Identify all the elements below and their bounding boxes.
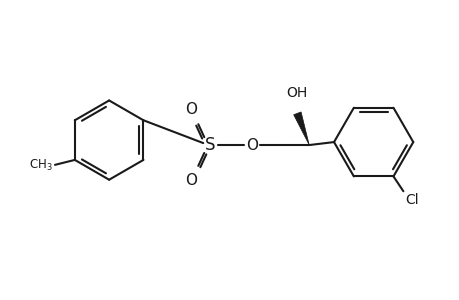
Text: O: O (185, 102, 197, 117)
Text: S: S (205, 136, 215, 154)
Text: CH$_3$: CH$_3$ (29, 158, 53, 173)
Polygon shape (293, 112, 308, 145)
Text: O: O (245, 137, 257, 152)
Text: O: O (185, 173, 197, 188)
Text: OH: OH (285, 86, 306, 100)
Text: Cl: Cl (404, 193, 418, 207)
